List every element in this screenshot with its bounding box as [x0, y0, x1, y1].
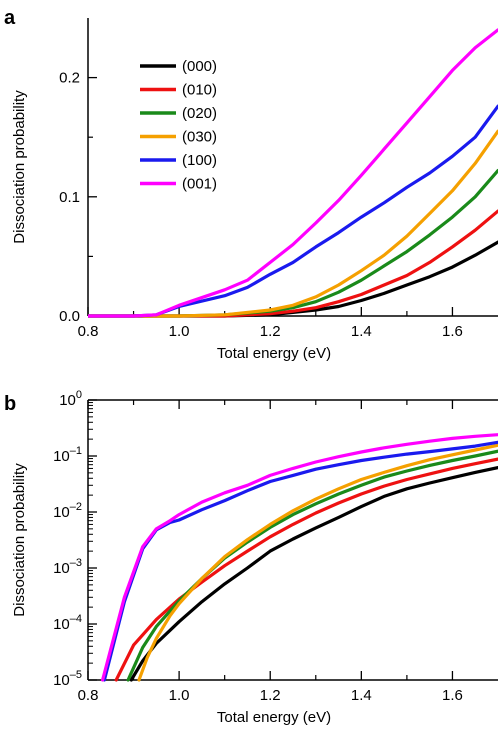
series-line	[100, 433, 498, 682]
legend-label: (100)	[182, 152, 217, 169]
panel-label-b: b	[4, 393, 16, 415]
x-axis-label: Total energy (eV)	[217, 345, 331, 362]
y-tick-label: 100	[59, 389, 82, 409]
y-axis-label: Dissociation probability	[11, 90, 28, 244]
x-tick-label: 1.2	[260, 687, 281, 704]
series-lines	[88, 28, 498, 318]
legend-label: (000)	[182, 58, 217, 75]
x-axis-label: Total energy (eV)	[217, 709, 331, 726]
y-tick-label: 10–4	[53, 613, 82, 633]
y-tick-label: 10–2	[53, 501, 82, 521]
series-line	[114, 457, 498, 682]
panel-b: b 0.8 1.0 1.2 1.4 1.6 100 10–1 10–2 10–3 10–4 10–5…	[4, 389, 498, 726]
legend-label: (020)	[182, 105, 217, 122]
x-tick-label: 1.0	[169, 687, 190, 704]
y-tick-label: 10–3	[53, 557, 82, 577]
x-tick-label: 1.4	[351, 323, 372, 340]
series-line	[129, 466, 498, 682]
panel-a: a 0.8 1.0 1.2 1.4 1.6 0.0 0.1 0.2 Total energy (…	[4, 7, 498, 362]
x-tick-label: 1.2	[260, 323, 281, 340]
y-axis-label: Dissociation probability	[11, 463, 28, 617]
series-line	[102, 440, 498, 682]
legend-label: (010)	[182, 82, 217, 99]
x-tick-label: 1.4	[351, 687, 372, 704]
x-tick-label: 0.8	[78, 687, 99, 704]
y-tick-label: 0.1	[59, 189, 80, 206]
x-tick-label: 1.6	[442, 687, 463, 704]
x-tick-label: 1.6	[442, 323, 463, 340]
legend-label: (030)	[182, 129, 217, 146]
series-line	[88, 28, 498, 318]
series-line	[88, 129, 498, 318]
panel-label-a: a	[4, 7, 16, 29]
x-tick-label: 1.0	[169, 323, 190, 340]
series-line	[137, 443, 498, 682]
y-tick-label: 10–5	[53, 669, 82, 689]
y-tick-label: 10–1	[53, 445, 82, 465]
y-tick-label: 0.2	[59, 70, 80, 87]
series-lines	[100, 433, 498, 682]
x-tick-label: 0.8	[78, 323, 99, 340]
legend-label: (001)	[182, 176, 217, 193]
series-line	[126, 449, 498, 682]
y-tick-label: 0.0	[59, 308, 80, 325]
legend: (000) (010) (020) (030) (100) (001)	[140, 58, 217, 193]
